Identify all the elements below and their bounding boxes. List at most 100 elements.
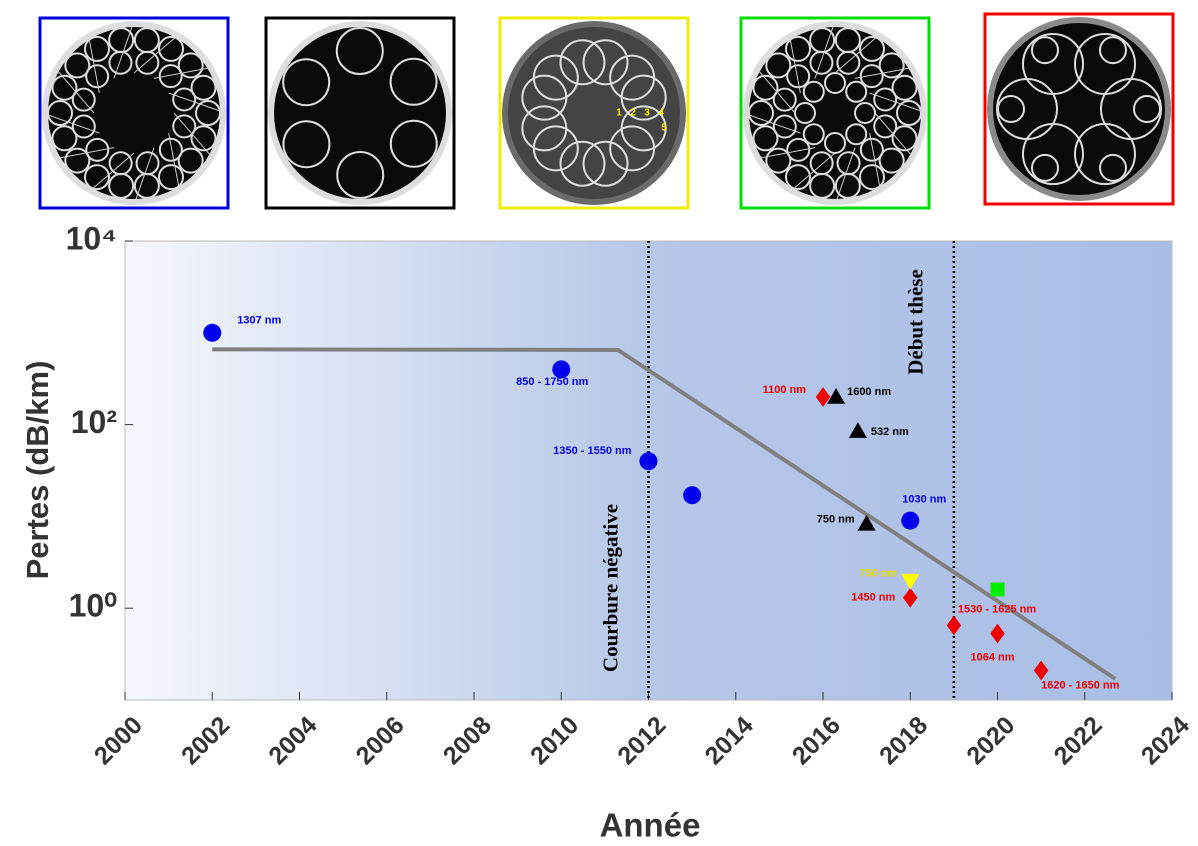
capillary (1099, 36, 1127, 65)
y-tick-label: 10⁴ (66, 220, 117, 256)
capillary (108, 50, 133, 75)
point (848, 422, 867, 438)
web (834, 37, 877, 74)
capillary (748, 100, 774, 126)
capillary (64, 147, 91, 174)
capillary (84, 35, 110, 62)
web (761, 147, 816, 159)
point-label: 1600 nm (847, 386, 891, 398)
capillary (85, 137, 110, 162)
point (903, 587, 918, 608)
capillary (172, 114, 197, 139)
web (748, 114, 801, 134)
web (869, 132, 881, 187)
point (946, 615, 962, 636)
capillary (1074, 32, 1136, 95)
capillary (1133, 95, 1161, 123)
capillary (190, 125, 217, 152)
web (759, 71, 796, 114)
point (815, 387, 831, 407)
x-tick-label: 2024 (1136, 711, 1195, 770)
web (869, 92, 922, 112)
capillary (786, 64, 811, 89)
x-tick-label: 2014 (700, 711, 759, 770)
capillary (521, 105, 568, 152)
capillary (997, 95, 1025, 123)
capillary (873, 114, 898, 139)
web (789, 39, 801, 94)
x-tick-label: 2000 (89, 711, 148, 770)
capillary (84, 164, 110, 191)
capillary (335, 27, 384, 76)
web (814, 26, 834, 79)
point (827, 387, 846, 404)
x-tick-label: 2002 (176, 711, 235, 770)
capillary (859, 164, 885, 191)
x-tick-label: 2004 (263, 711, 322, 770)
trend-line (212, 347, 1117, 681)
capillary (845, 80, 868, 103)
x-tick-label: 2010 (525, 711, 584, 770)
capillary (786, 137, 811, 162)
web (793, 152, 836, 189)
web (58, 71, 95, 114)
web (133, 37, 176, 74)
point (683, 486, 702, 505)
point (639, 452, 658, 471)
capillary (809, 151, 834, 176)
point (552, 360, 571, 379)
web (135, 147, 155, 200)
capillary (172, 87, 197, 112)
point-label: 750 nm (859, 567, 897, 579)
capillary (158, 137, 183, 162)
capillary (389, 119, 438, 168)
port-label: 4 (658, 108, 664, 119)
fiber-core (993, 23, 1165, 195)
fiber-core (749, 27, 921, 199)
point-label: 1530 - 1625 nm (958, 603, 1036, 615)
capillary (71, 114, 96, 139)
web (874, 112, 911, 155)
capillary (336, 150, 385, 199)
capillary (135, 151, 160, 176)
capillary (859, 64, 884, 89)
web (88, 39, 100, 94)
y-tick-label: 10² (71, 404, 117, 440)
capillary (51, 125, 78, 152)
capillary (190, 74, 217, 101)
x-tick-label: 2012 (612, 711, 671, 770)
capillary (158, 64, 183, 89)
capillary (609, 125, 656, 172)
point (990, 582, 1005, 597)
capillary (582, 39, 629, 86)
capillary (802, 123, 825, 146)
x-tick-label: 2018 (874, 711, 933, 770)
point-label: 532 nm (871, 426, 909, 438)
capillary (620, 74, 667, 121)
capillary (785, 164, 811, 191)
fiber-core (508, 27, 680, 199)
port-label: 5 (661, 123, 667, 134)
point-label: 1620 - 1650 nm (1041, 679, 1119, 691)
capillary (1099, 153, 1127, 182)
capillary (85, 64, 110, 89)
point-label: 850 - 1750 nm (516, 376, 588, 388)
x-tick-label: 2008 (438, 711, 497, 770)
point (1033, 660, 1049, 681)
point-label: 1307 nm (237, 315, 281, 327)
point-label: 750 nm (817, 514, 855, 526)
port-label: 3 (644, 108, 650, 119)
capillary (878, 52, 905, 79)
port-label: 1 (616, 108, 622, 119)
x-tick-label: 2006 (351, 711, 410, 770)
capillary (559, 39, 606, 86)
capillary (873, 87, 898, 112)
y-axis-label: Pertes (dB/km) (20, 361, 55, 580)
x-tick-label: 2020 (961, 711, 1020, 770)
x-axis-label: Année (600, 807, 701, 844)
capillary (1074, 123, 1136, 186)
web (47, 114, 100, 134)
capillary (772, 114, 797, 139)
point (990, 623, 1005, 644)
capillary (108, 151, 133, 176)
